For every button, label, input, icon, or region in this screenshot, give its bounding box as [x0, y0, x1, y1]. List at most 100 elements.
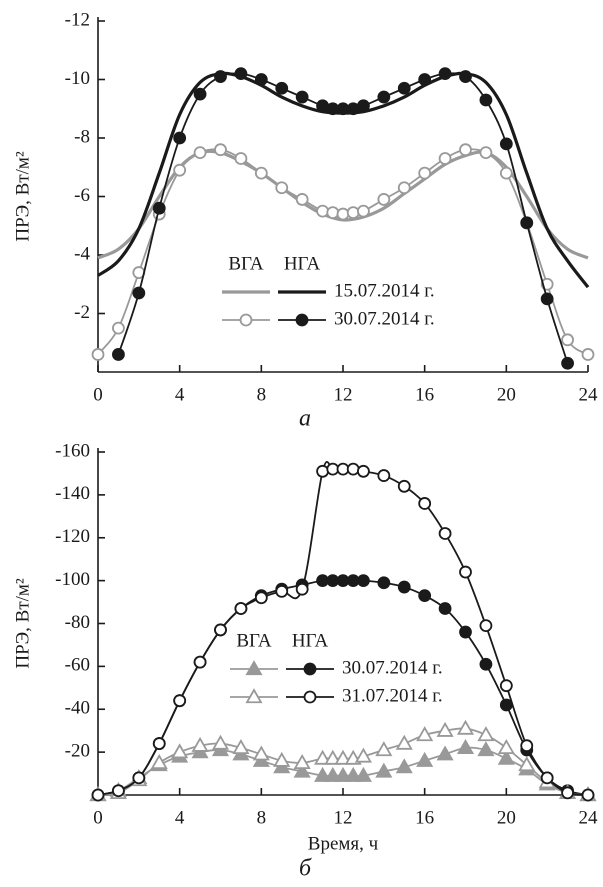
marker [499, 166, 513, 180]
marker [234, 152, 248, 165]
marker [416, 726, 434, 742]
marker [245, 688, 263, 704]
marker [214, 623, 227, 637]
marker [150, 754, 168, 769]
marker [316, 204, 329, 218]
legend-label: 15.07.2014 г. [334, 280, 435, 301]
marker [418, 589, 432, 603]
y-tick-label: -20 [65, 740, 90, 761]
marker [152, 737, 166, 750]
marker [173, 131, 187, 145]
marker [346, 462, 360, 476]
x-tick-label: 16 [415, 807, 434, 828]
marker [336, 207, 350, 221]
marker [295, 193, 309, 206]
marker [438, 527, 452, 540]
x-tick-label: 20 [497, 807, 516, 828]
marker [193, 655, 207, 669]
legend-header: ВГА [236, 630, 272, 651]
marker [152, 201, 166, 215]
marker [438, 67, 452, 81]
x-tick-label: 4 [175, 384, 185, 405]
marker [295, 582, 309, 596]
marker [357, 99, 370, 113]
x-tick-label: 12 [334, 807, 353, 828]
marker [520, 216, 534, 230]
y-tick-label: -60 [65, 655, 90, 676]
y-axis-label: ПРЭ, Вт/м² [12, 151, 33, 242]
y-tick-label: -12 [65, 9, 90, 30]
y-tick-label: -2 [74, 302, 90, 323]
marker [275, 181, 289, 195]
x-tick-label: 24 [579, 384, 599, 405]
marker [418, 73, 432, 86]
x-tick-label: 20 [497, 384, 516, 405]
marker [173, 694, 187, 708]
marker [214, 143, 227, 157]
marker [459, 70, 472, 83]
legend-label: 30.07.2014 г. [334, 308, 435, 329]
marker [395, 734, 413, 750]
marker [112, 348, 125, 361]
marker [377, 193, 391, 206]
y-tick-label: -120 [55, 526, 90, 547]
marker [581, 788, 595, 802]
legend-label: 31.07.2014 г. [342, 685, 443, 706]
marker [561, 786, 574, 800]
marker [438, 152, 452, 165]
marker [171, 743, 189, 759]
marker [357, 204, 370, 218]
marker [561, 356, 574, 370]
marker [397, 580, 411, 594]
panel-label: а [299, 406, 311, 432]
marker [397, 81, 411, 95]
y-tick-label: -10 [65, 68, 90, 89]
marker [303, 690, 317, 704]
series-line [97, 149, 589, 260]
marker [357, 574, 370, 588]
marker [252, 745, 270, 761]
panel-label: б [299, 856, 312, 882]
marker [418, 166, 432, 180]
marker [416, 751, 434, 767]
marker [418, 497, 432, 510]
marker [497, 739, 515, 754]
marker [477, 726, 495, 742]
y-tick-label: -100 [55, 569, 90, 590]
marker [91, 788, 105, 802]
marker [132, 286, 146, 300]
x-tick-label: 8 [257, 384, 267, 405]
marker [397, 181, 411, 195]
marker [377, 576, 391, 590]
marker [193, 87, 207, 101]
marker [254, 166, 268, 180]
marker [459, 565, 472, 579]
marker [497, 749, 515, 765]
marker [344, 766, 362, 782]
marker [293, 754, 311, 769]
marker [232, 739, 250, 754]
marker [275, 584, 289, 598]
marker [273, 751, 291, 767]
y-tick-label: -80 [65, 612, 90, 633]
marker [397, 479, 411, 493]
marker [324, 766, 342, 782]
marker [354, 766, 372, 782]
marker [479, 657, 493, 671]
y-tick-label: -4 [74, 243, 90, 264]
x-tick-label: 0 [93, 384, 103, 405]
marker [234, 67, 248, 81]
marker [334, 749, 352, 765]
marker [357, 464, 370, 478]
marker [459, 143, 472, 157]
x-tick-label: 12 [334, 384, 353, 405]
legend-label: 30.07.2014 г. [342, 657, 443, 678]
marker [479, 146, 493, 160]
marker [459, 625, 472, 639]
x-tick-label: 4 [175, 807, 185, 828]
marker [254, 591, 268, 605]
marker [324, 749, 342, 765]
marker [214, 70, 227, 83]
marker [316, 464, 329, 478]
marker [375, 762, 393, 778]
